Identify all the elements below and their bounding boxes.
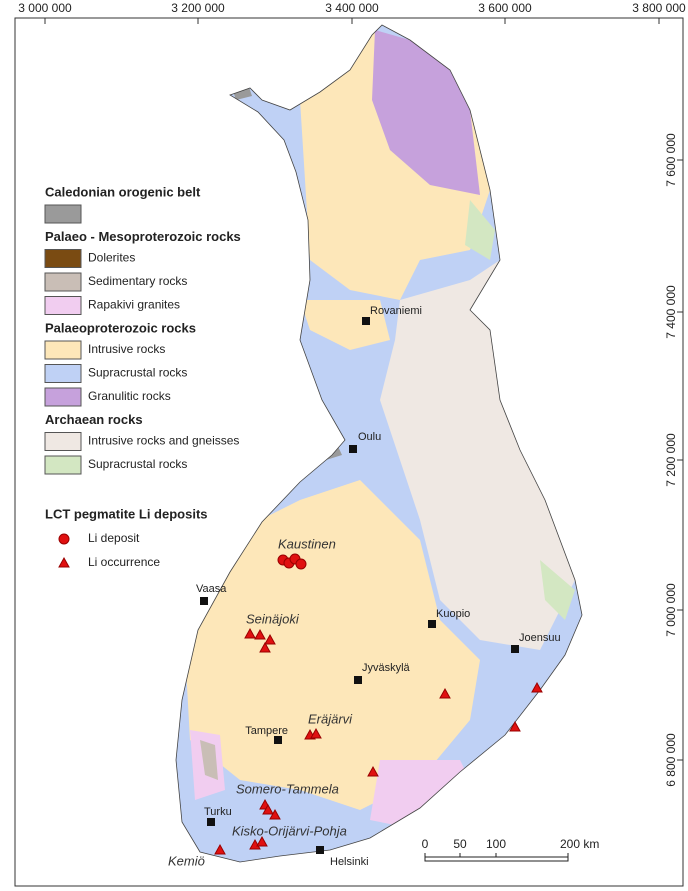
city-label: Rovaniemi bbox=[370, 305, 422, 317]
area-label: Kaustinen bbox=[278, 536, 336, 551]
y-tick-label: 6 800 000 bbox=[664, 733, 678, 787]
scale-bar bbox=[424, 856, 569, 862]
li-occurrence bbox=[310, 727, 322, 739]
li-occurrence bbox=[264, 633, 276, 645]
li-occurrence bbox=[509, 720, 521, 732]
legend-title: Archaean rocks bbox=[45, 412, 143, 427]
city-marker bbox=[362, 317, 370, 325]
legend-label: Granulitic rocks bbox=[88, 389, 171, 403]
legend-symbol bbox=[58, 533, 70, 545]
city-marker bbox=[274, 736, 282, 744]
y-tick-label: 7 200 000 bbox=[664, 433, 678, 487]
legend-swatch bbox=[44, 387, 82, 407]
legend-label: Li deposit bbox=[88, 531, 140, 545]
city-marker bbox=[511, 645, 519, 653]
legend-swatch bbox=[44, 204, 82, 224]
city-label: Vaasa bbox=[196, 583, 227, 595]
area-label: Somero-Tammela bbox=[236, 781, 339, 796]
city-label: Joensuu bbox=[519, 632, 561, 644]
li-occurrence bbox=[531, 681, 543, 693]
scale-label: 100 bbox=[486, 837, 506, 851]
legend-label: Dolerites bbox=[88, 251, 135, 265]
legend-symbol bbox=[58, 556, 70, 568]
legend-label: Li occurrence bbox=[88, 555, 160, 569]
legend-swatch bbox=[44, 340, 82, 360]
li-occurrence bbox=[262, 803, 274, 815]
area-label: Eräjärvi bbox=[308, 711, 353, 726]
area-label: Kisko-Orijärvi-Pohja bbox=[232, 823, 347, 838]
city-label: Turku bbox=[204, 806, 232, 818]
legend-label: Sedimentary rocks bbox=[88, 274, 187, 288]
li-occurrence bbox=[256, 835, 268, 847]
legend-title: Caledonian orogenic belt bbox=[45, 184, 201, 199]
city-label: Jyväskylä bbox=[362, 662, 411, 674]
y-tick-label: 7 000 000 bbox=[664, 583, 678, 637]
x-tick-label: 3 400 000 bbox=[325, 1, 379, 15]
city-label: Tampere bbox=[245, 725, 288, 737]
x-tick-label: 3 200 000 bbox=[171, 1, 225, 15]
scale-label: 0 bbox=[422, 837, 429, 851]
x-tick-label: 3 600 000 bbox=[478, 1, 532, 15]
x-tick-label: 3 000 000 bbox=[18, 1, 72, 15]
legend-swatch bbox=[44, 296, 82, 315]
city-marker bbox=[428, 620, 436, 628]
scale-label: 200 km bbox=[560, 837, 599, 851]
li-occurrence bbox=[269, 808, 281, 820]
area-label: Kemiö bbox=[168, 853, 205, 868]
li-occurrence bbox=[259, 641, 271, 653]
legend-label: Supracrustal rocks bbox=[88, 366, 187, 380]
city-marker bbox=[354, 676, 362, 684]
legend-swatch bbox=[44, 432, 82, 451]
legend-swatch bbox=[44, 249, 82, 268]
legend-title: LCT pegmatite Li deposits bbox=[45, 506, 208, 521]
legend-title: Palaeoproterozoic rocks bbox=[45, 320, 196, 335]
city-label: Kuopio bbox=[436, 608, 470, 620]
city-label: Helsinki bbox=[330, 856, 369, 868]
city-marker bbox=[200, 597, 208, 605]
y-tick-label: 7 400 000 bbox=[664, 285, 678, 339]
legend-label: Rapakivi granites bbox=[88, 298, 180, 312]
legend-label: Supracrustal rocks bbox=[88, 457, 187, 471]
legend-swatch bbox=[44, 272, 82, 292]
y-tick-label: 7 600 000 bbox=[664, 133, 678, 187]
legend-swatch bbox=[44, 455, 82, 475]
legend-title: Palaeo - Mesoproterozoic rocks bbox=[45, 229, 241, 244]
legend-swatch bbox=[44, 364, 82, 383]
legend-label: Intrusive rocks and gneisses bbox=[88, 434, 239, 448]
city-marker bbox=[349, 445, 357, 453]
x-tick-label: 3 800 000 bbox=[632, 1, 686, 15]
li-occurrence bbox=[254, 628, 266, 640]
li-deposit bbox=[295, 558, 307, 570]
li-occurrence bbox=[367, 765, 379, 777]
area-label: Seinäjoki bbox=[246, 611, 300, 626]
li-occurrence bbox=[214, 843, 226, 855]
li-occurrence bbox=[439, 687, 451, 699]
scale-label: 50 bbox=[453, 837, 467, 851]
legend-label: Intrusive rocks bbox=[88, 342, 165, 356]
city-marker bbox=[316, 846, 324, 854]
li-occurrence bbox=[244, 627, 256, 639]
city-label: Oulu bbox=[358, 431, 381, 443]
city-marker bbox=[207, 818, 215, 826]
